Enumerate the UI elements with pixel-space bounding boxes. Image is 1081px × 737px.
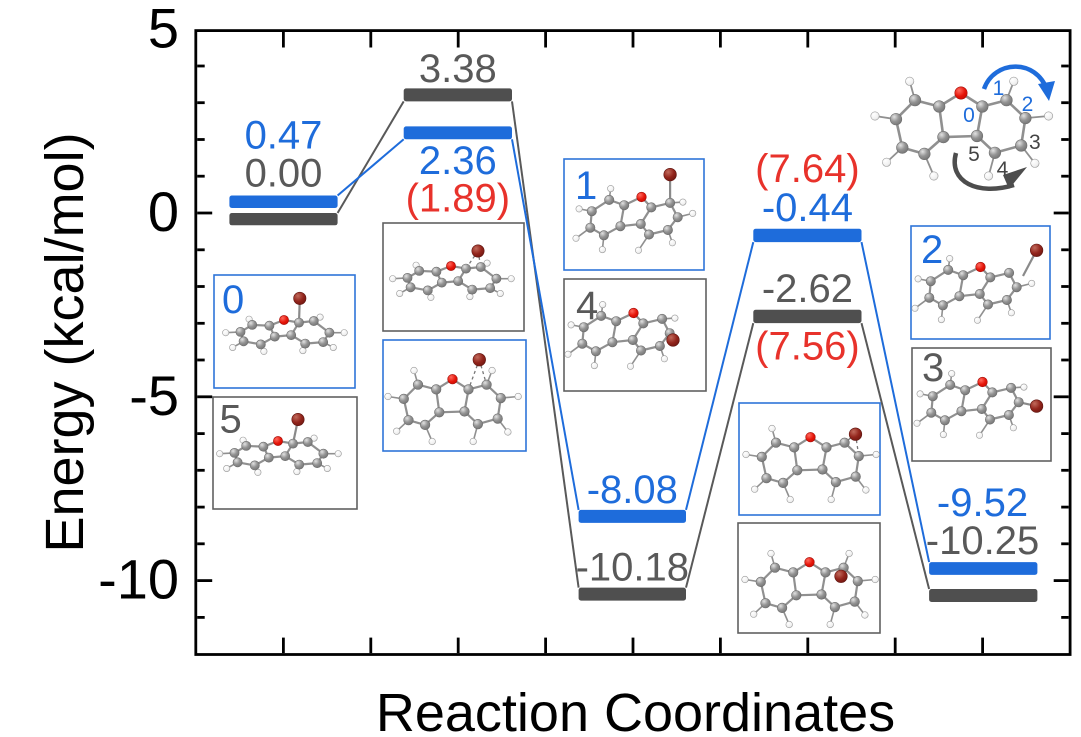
svg-text:2.36: 2.36 <box>419 139 497 183</box>
svg-text:0.00: 0.00 <box>245 152 323 196</box>
svg-text:-5: -5 <box>129 364 179 427</box>
svg-text:(7.56): (7.56) <box>755 325 860 369</box>
svg-text:5: 5 <box>220 398 242 442</box>
svg-text:1: 1 <box>993 77 1005 100</box>
svg-text:1: 1 <box>575 164 597 208</box>
svg-text:(7.64): (7.64) <box>755 147 860 191</box>
svg-text:-9.52: -9.52 <box>937 481 1028 525</box>
svg-text:0: 0 <box>148 180 179 243</box>
svg-text:3: 3 <box>1029 131 1041 154</box>
svg-text:3.38: 3.38 <box>419 47 497 91</box>
svg-text:4: 4 <box>576 284 598 328</box>
svg-text:-10.25: -10.25 <box>926 519 1039 563</box>
svg-text:Energy (kcal/mol): Energy (kcal/mol) <box>35 132 95 552</box>
svg-text:5: 5 <box>968 143 980 166</box>
svg-text:Reaction Coordinates: Reaction Coordinates <box>376 683 895 737</box>
svg-text:-10: -10 <box>98 548 179 611</box>
svg-text:-8.08: -8.08 <box>587 468 678 512</box>
svg-text:0: 0 <box>963 104 975 127</box>
svg-text:(1.89): (1.89) <box>406 176 511 220</box>
svg-text:3: 3 <box>922 346 944 390</box>
svg-text:-0.44: -0.44 <box>762 186 853 230</box>
svg-text:2: 2 <box>1022 93 1034 116</box>
svg-text:-10.18: -10.18 <box>576 546 689 590</box>
svg-text:-2.62: -2.62 <box>762 267 853 311</box>
svg-text:5: 5 <box>148 0 179 59</box>
svg-text:0.47: 0.47 <box>245 113 323 157</box>
svg-text:2: 2 <box>921 228 943 272</box>
svg-text:0: 0 <box>222 278 244 322</box>
